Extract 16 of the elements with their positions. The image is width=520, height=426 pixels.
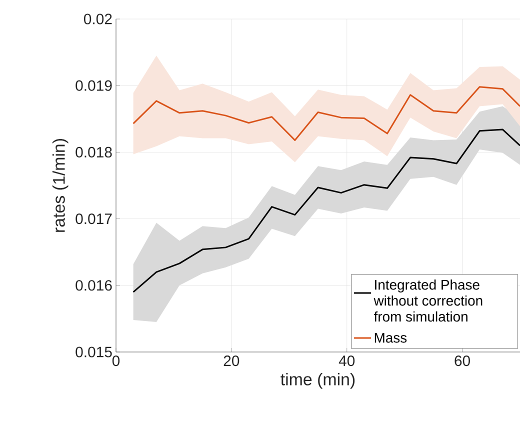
- x-tick-label: 40: [338, 356, 355, 366]
- x-tick-label: 20: [224, 356, 240, 366]
- x-axis-title: time (min): [280, 372, 355, 389]
- y-tick-label: 0.016: [76, 280, 112, 291]
- line-series: [132, 86, 520, 141]
- x-tick-label: 60: [454, 356, 470, 366]
- y-tick-label: 0.018: [76, 146, 112, 158]
- y-tick-label: 0.015: [76, 346, 112, 358]
- y-tick-label: 0.02: [84, 14, 112, 24]
- legend-label: Integrated Phase without correction from simulation: [374, 280, 482, 322]
- y-axis-title: rates (1/min): [52, 139, 68, 232]
- x-tick-label: 0: [112, 356, 120, 366]
- y-tick-label: 0.019: [76, 80, 112, 91]
- line-series: [132, 128, 520, 293]
- y-tick-label: 0.017: [76, 214, 112, 224]
- legend-label: Mass: [374, 332, 407, 343]
